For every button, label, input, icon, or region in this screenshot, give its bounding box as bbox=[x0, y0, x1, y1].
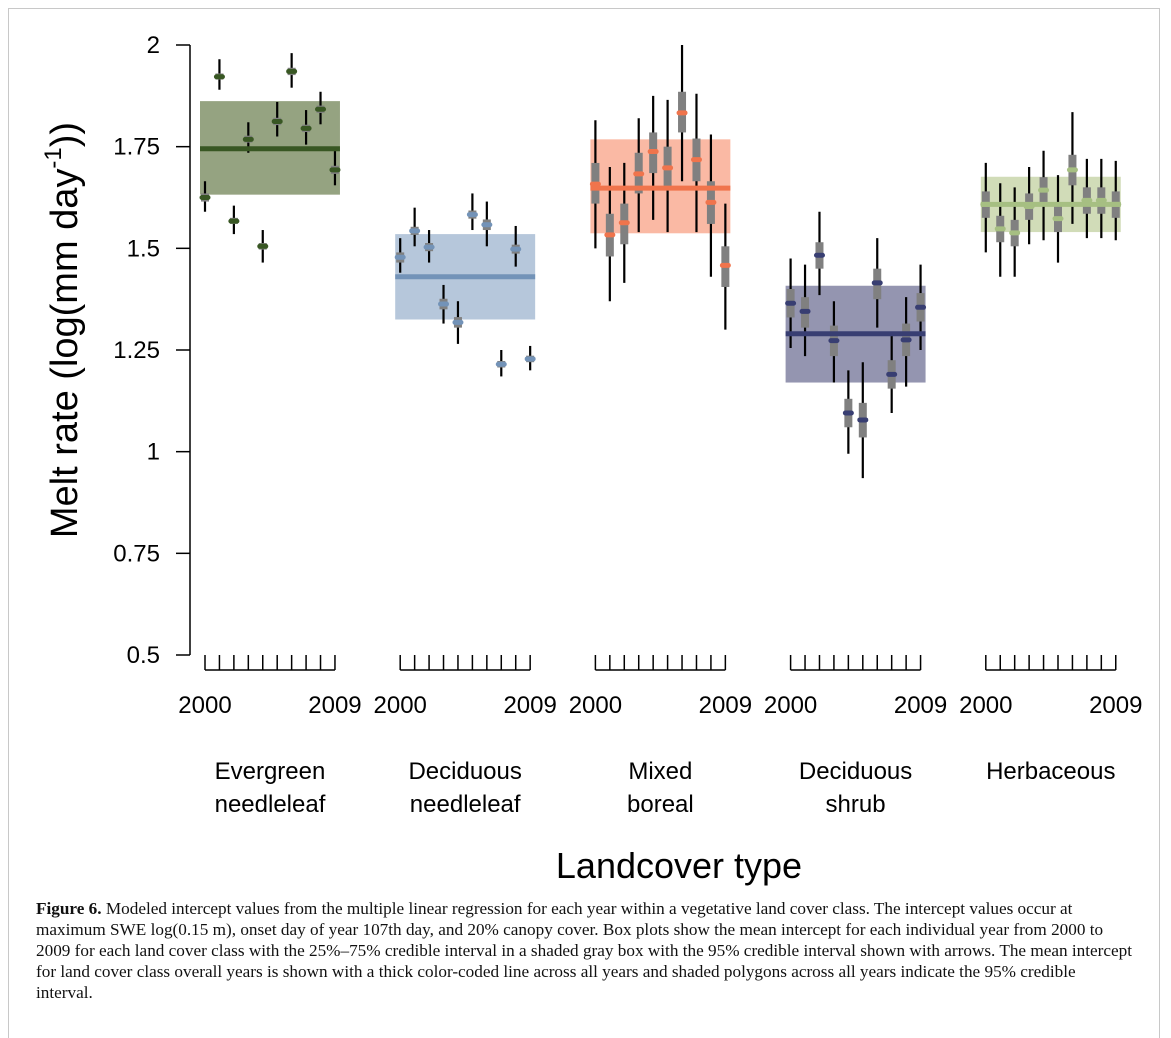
landcover-group-4: 2000 2009 Deciduous shrub bbox=[764, 211, 947, 818]
year-median-mark bbox=[842, 410, 854, 416]
y-tick-label: 0.75 bbox=[113, 540, 160, 567]
landcover-group-1: 2000 2009 Evergreen needleleaf bbox=[178, 53, 362, 818]
year-median-mark bbox=[452, 319, 464, 325]
x-tick-label-end: 2009 bbox=[894, 692, 947, 719]
y-axis-label-superscript: -1 bbox=[40, 147, 67, 168]
figure-caption-text: Modeled intercept values from the multip… bbox=[36, 899, 1132, 1002]
figure-label: Figure 6. bbox=[36, 899, 102, 918]
year-median-mark bbox=[257, 243, 269, 249]
year-median-mark bbox=[1038, 187, 1050, 193]
y-tick-label: 1.25 bbox=[113, 337, 160, 364]
group-name-line2: boreal bbox=[627, 791, 694, 818]
year-median-mark bbox=[1110, 201, 1122, 207]
year-median-mark bbox=[1081, 197, 1093, 203]
year-median-mark bbox=[980, 201, 992, 207]
landcover-group-2: 2000 2009 Deciduous needleleaf bbox=[374, 193, 557, 818]
x-tick-label-end: 2009 bbox=[503, 692, 556, 719]
year-median-mark bbox=[719, 262, 731, 268]
x-tick-label-start: 2000 bbox=[178, 692, 231, 719]
year-median-mark bbox=[633, 171, 645, 177]
year-median-mark bbox=[690, 157, 702, 163]
year-median-mark bbox=[1009, 230, 1021, 236]
year-median-mark bbox=[915, 304, 927, 310]
group-name-line2: needleleaf bbox=[410, 791, 521, 818]
x-tick-label-start: 2000 bbox=[764, 692, 817, 719]
y-axis-label-end: )) bbox=[44, 122, 86, 147]
landcover-group-3: 2000 2009 Mixed boreal bbox=[569, 45, 752, 818]
year-median-mark bbox=[495, 361, 507, 367]
year-median-mark bbox=[662, 165, 674, 171]
group-name-line1: Evergreen bbox=[215, 758, 326, 785]
year-median-mark bbox=[705, 199, 717, 205]
year-median-mark bbox=[1023, 203, 1035, 209]
x-axis-label: Landcover type bbox=[556, 845, 802, 886]
year-median-mark bbox=[423, 244, 435, 250]
y-tick-label: 1.5 bbox=[127, 235, 160, 262]
year-median-mark bbox=[871, 280, 883, 286]
year-median-mark bbox=[900, 337, 912, 343]
year-median-mark bbox=[828, 338, 840, 344]
y-tick-label: 2 bbox=[147, 32, 160, 59]
x-tick-label-end: 2009 bbox=[1089, 692, 1142, 719]
group-name-line1: Deciduous bbox=[408, 758, 521, 785]
landcover-group-5: 2000 2009 Herbaceous bbox=[959, 112, 1142, 785]
x-tick-label-end: 2009 bbox=[308, 692, 361, 719]
x-tick-label-start: 2000 bbox=[374, 692, 427, 719]
year-median-mark bbox=[438, 301, 450, 307]
year-median-mark bbox=[409, 228, 421, 234]
x-tick-label-end: 2009 bbox=[699, 692, 752, 719]
year-median-mark bbox=[1095, 197, 1107, 203]
year-median-mark bbox=[481, 222, 493, 228]
year-median-mark bbox=[300, 125, 312, 131]
year-median-mark bbox=[994, 226, 1006, 232]
year-median-mark bbox=[286, 68, 298, 74]
group-name-line1: Deciduous bbox=[799, 758, 912, 785]
year-median-mark bbox=[329, 167, 341, 173]
year-median-mark bbox=[228, 218, 240, 224]
year-median-mark bbox=[785, 300, 797, 306]
year-median-mark bbox=[315, 106, 327, 112]
year-median-mark bbox=[510, 246, 522, 252]
figure-border bbox=[8, 8, 1160, 1038]
year-median-mark bbox=[604, 232, 616, 238]
year-median-mark bbox=[589, 181, 601, 187]
figure-caption: Figure 6. Modeled intercept values from … bbox=[36, 898, 1136, 1003]
year-median-mark bbox=[886, 371, 898, 377]
year-median-mark bbox=[813, 252, 825, 258]
group-name-line2: needleleaf bbox=[215, 791, 326, 818]
year-median-mark bbox=[857, 417, 869, 423]
year-median-mark bbox=[242, 136, 254, 142]
y-tick-label: 1 bbox=[147, 439, 160, 466]
year-median-mark bbox=[676, 110, 688, 116]
year-median-mark bbox=[618, 220, 630, 226]
y-tick-label: 0.5 bbox=[127, 642, 160, 669]
year-median-mark bbox=[394, 254, 406, 260]
year-median-mark bbox=[199, 195, 211, 200]
group-name-line1: Herbaceous bbox=[986, 758, 1115, 785]
y-axis-label-main: Melt rate (log(mm day bbox=[44, 169, 86, 539]
year-median-mark bbox=[1066, 167, 1078, 173]
melt-rate-chart: 0.5 0.75 1 1.25 1.5 1.75 2 2000 2009 Evergreen nee… bbox=[40, 32, 1142, 886]
x-tick-label-start: 2000 bbox=[569, 692, 622, 719]
group-name-line1: Mixed bbox=[628, 758, 692, 785]
y-axis-label: Melt rate (log(mm day-1)) bbox=[40, 122, 86, 538]
x-tick-label-start: 2000 bbox=[959, 692, 1012, 719]
year-median-mark bbox=[524, 356, 536, 362]
year-median-mark bbox=[466, 212, 478, 218]
year-median-mark bbox=[799, 308, 811, 314]
year-median-mark bbox=[1052, 216, 1064, 222]
year-median-mark bbox=[271, 118, 283, 124]
year-median-mark bbox=[647, 149, 659, 155]
group-name-line2: shrub bbox=[826, 791, 886, 818]
year-median-mark bbox=[213, 74, 225, 80]
y-tick-label: 1.75 bbox=[113, 134, 160, 161]
plot-area: 0.5 0.75 1 1.25 1.5 1.75 2 2000 2009 Evergreen nee… bbox=[113, 32, 1142, 818]
